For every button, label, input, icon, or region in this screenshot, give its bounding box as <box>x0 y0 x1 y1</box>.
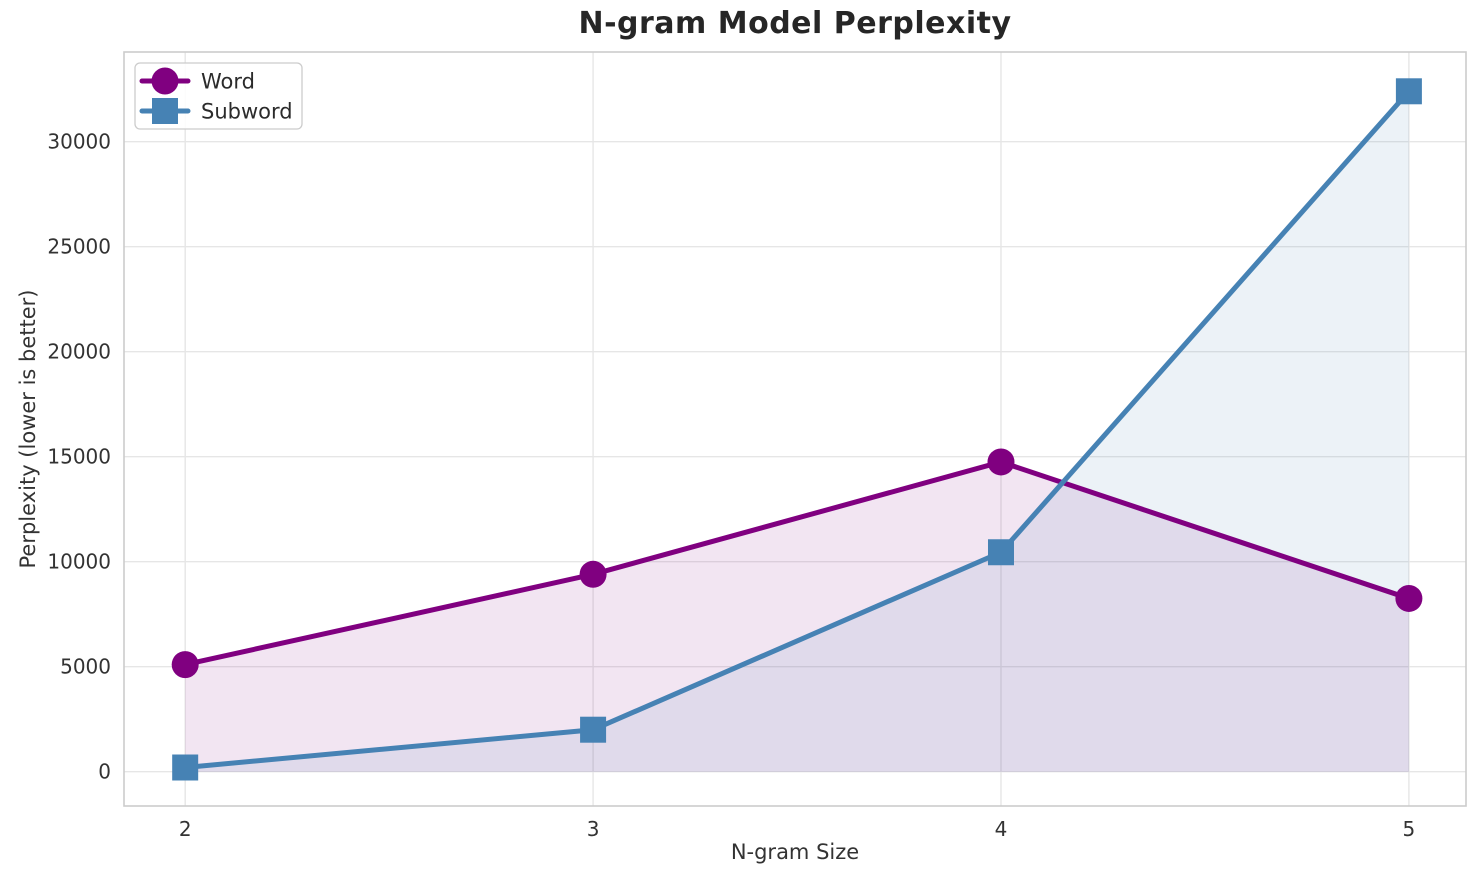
x-tick-label: 2 <box>179 817 192 841</box>
subword-marker <box>580 716 607 743</box>
chart-title: N-gram Model Perplexity <box>578 6 1012 41</box>
subword-area-fill <box>185 91 1409 772</box>
y-tick-label: 30000 <box>47 130 111 154</box>
word-area-fill <box>185 461 1409 772</box>
y-tick-label: 15000 <box>47 445 111 469</box>
y-tick-label: 0 <box>98 760 111 784</box>
x-tick-label: 5 <box>1403 817 1416 841</box>
word-marker <box>987 448 1015 476</box>
legend-label-word: Word <box>201 70 255 94</box>
word-marker <box>1395 584 1423 612</box>
y-tick-label: 25000 <box>47 235 111 259</box>
subword-marker <box>1395 78 1422 105</box>
x-tick-label: 4 <box>995 817 1008 841</box>
legend-subword-marker-icon <box>152 98 178 124</box>
word-marker <box>579 560 607 588</box>
plot-border <box>123 51 1467 807</box>
subword-marker <box>987 539 1014 566</box>
y-tick-label: 10000 <box>47 550 111 574</box>
word-line <box>182 459 1412 668</box>
legend-word-marker-icon <box>151 67 179 95</box>
subword-line <box>182 88 1412 771</box>
word-marker <box>171 651 199 679</box>
x-tick-label: 3 <box>587 817 600 841</box>
subword-marker <box>172 754 199 781</box>
y-tick-label: 5000 <box>60 655 111 679</box>
y-tick-label: 20000 <box>47 340 111 364</box>
x-axis-label: N-gram Size <box>730 840 860 864</box>
legend-label-subword: Subword <box>201 100 293 124</box>
